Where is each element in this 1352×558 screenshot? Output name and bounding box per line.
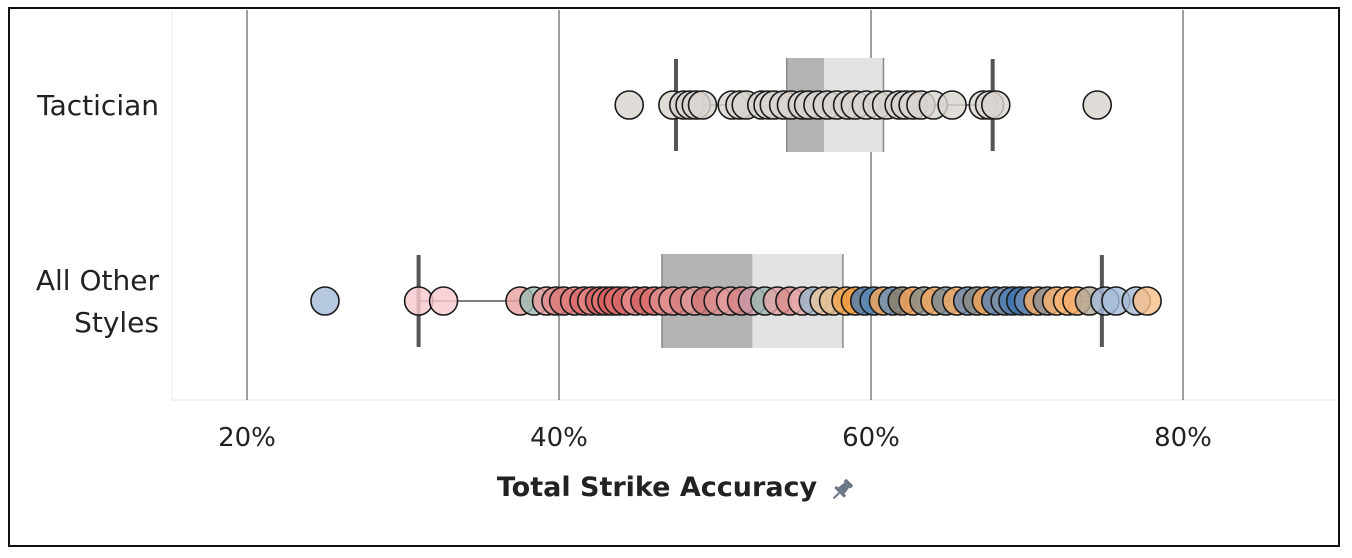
x-tick-label: 20% xyxy=(218,423,276,453)
category-label-all-other-styles: All Other Styles xyxy=(35,264,159,339)
data-point xyxy=(403,286,434,316)
x-tick-label: 40% xyxy=(530,423,588,453)
data-point xyxy=(1132,286,1162,316)
data-point xyxy=(687,90,718,120)
data-point xyxy=(980,90,1011,120)
x-tick-label: 60% xyxy=(842,423,900,453)
chart-frame xyxy=(8,7,1340,547)
data-point xyxy=(1082,90,1112,120)
data-point xyxy=(428,286,459,316)
data-point xyxy=(937,90,967,120)
pin-icon[interactable] xyxy=(829,477,855,507)
category-label-tactician: Tactician xyxy=(37,89,159,122)
x-tick-label: 80% xyxy=(1154,423,1212,453)
x-axis-title-wrap: Total Strike Accuracy xyxy=(0,472,1352,507)
data-point xyxy=(614,90,645,120)
data-point xyxy=(310,286,340,316)
x-axis-title: Total Strike Accuracy xyxy=(496,472,818,503)
